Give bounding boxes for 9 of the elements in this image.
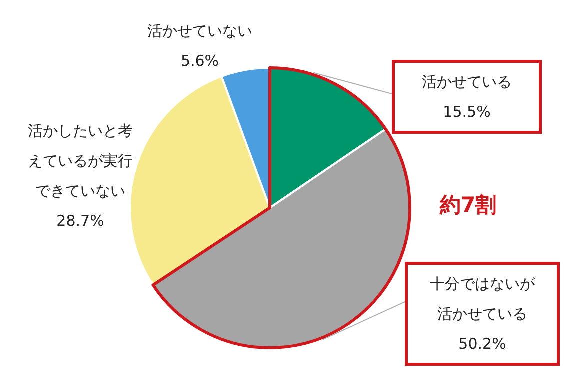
data-label: 15.5% — [442, 102, 492, 123]
data-label: 28.7% — [56, 211, 106, 232]
slice-label: 十分ではないが活かせている — [429, 274, 536, 325]
slice-label: 活かせている — [421, 72, 513, 93]
slice-label: 活かしたいと考えているが実行できていない — [27, 121, 134, 202]
slice-label: 活かせていない — [146, 21, 254, 42]
data-label: 50.2% — [458, 334, 508, 355]
data-label: 5.6% — [180, 51, 220, 72]
text: 約7割 — [440, 192, 497, 219]
